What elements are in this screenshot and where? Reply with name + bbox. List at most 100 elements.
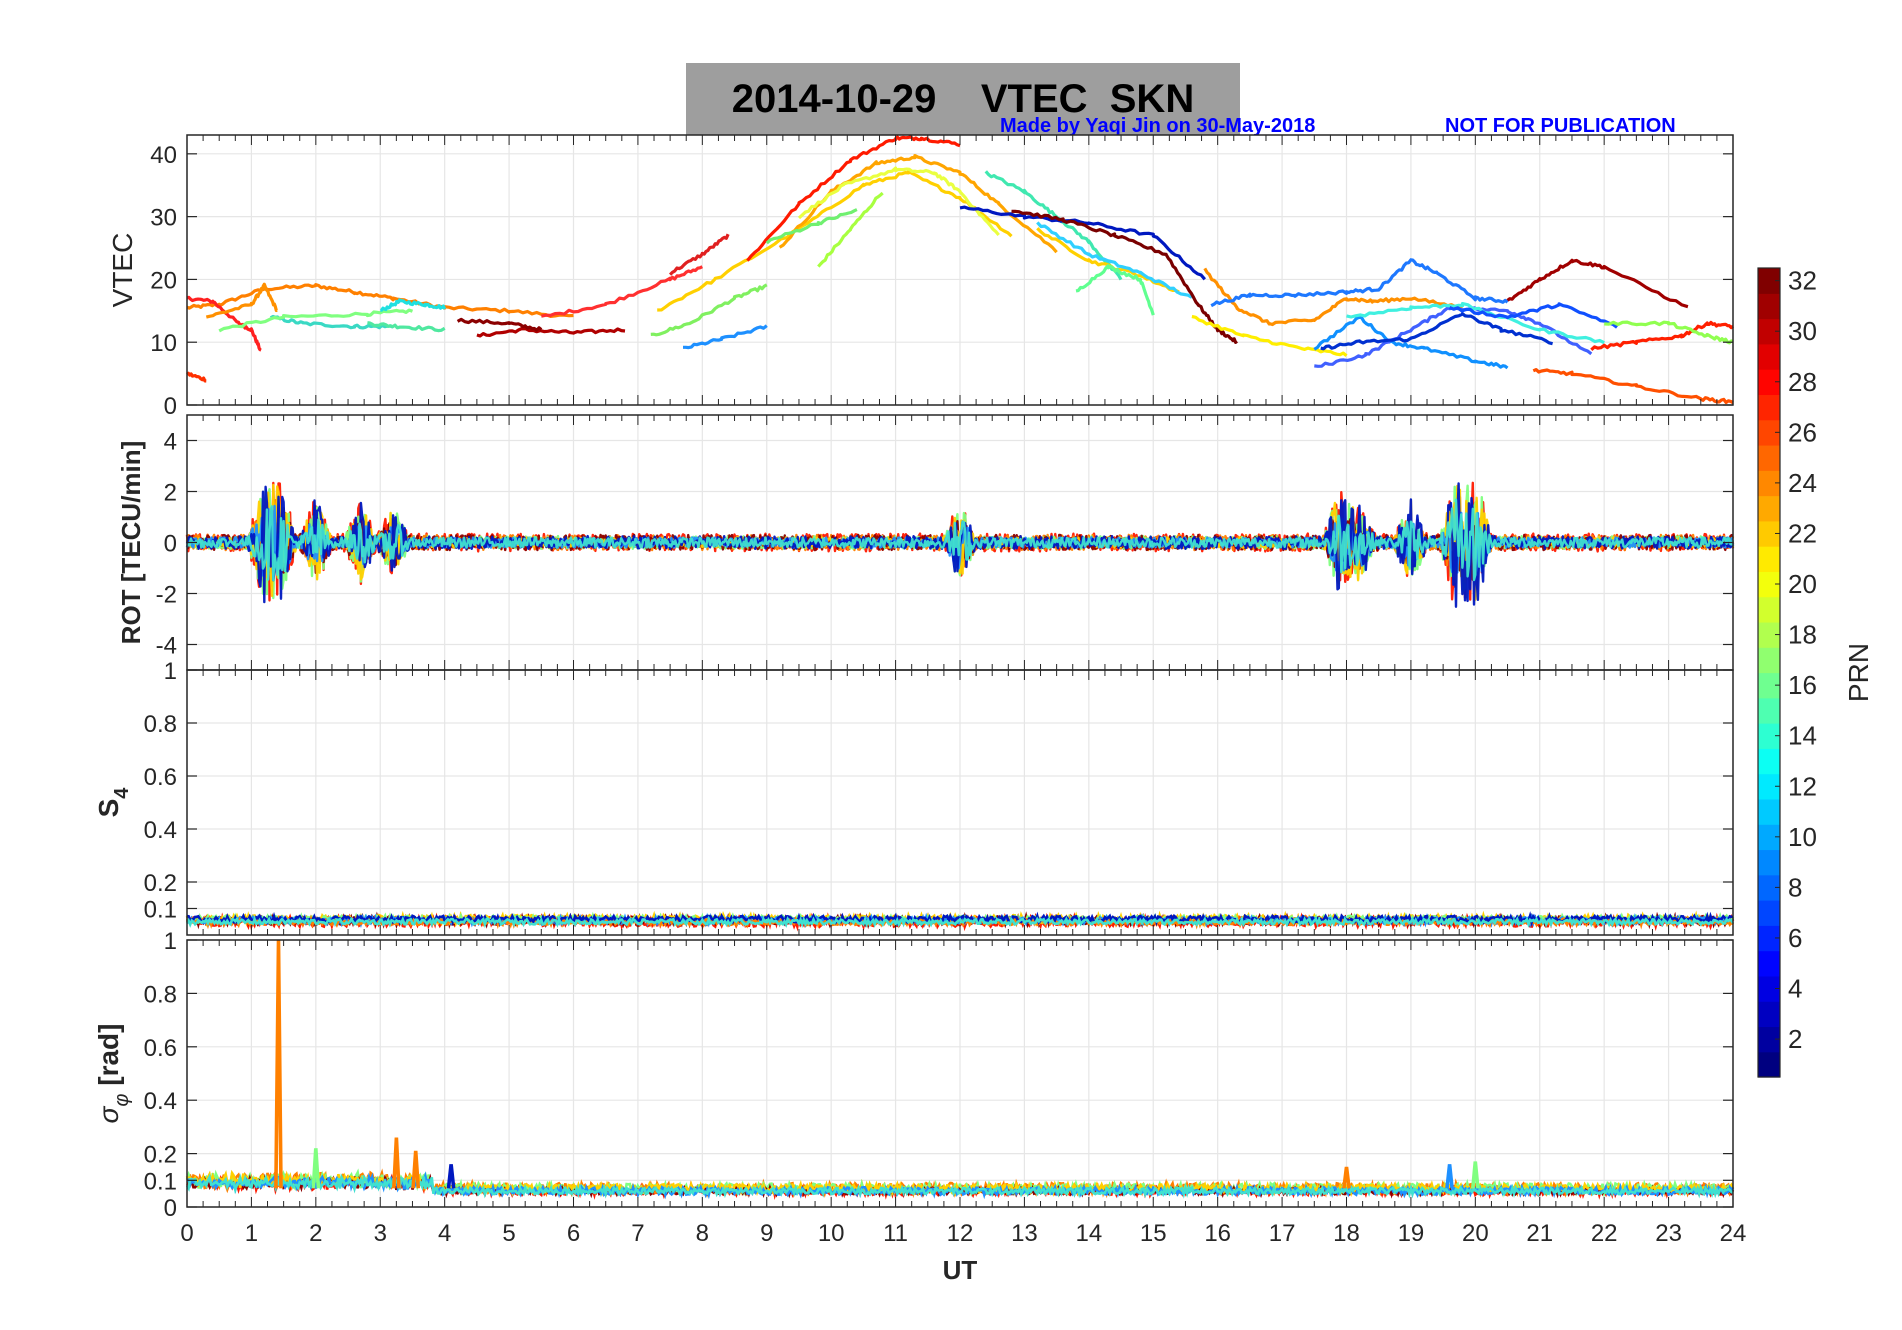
sigma-ytick-label: 0.1 [144,1168,177,1195]
colorbar-tick-label: 10 [1788,822,1817,852]
s4-ytick-label: 0.2 [144,870,177,897]
colorbar-cell [1758,318,1780,345]
vtec-ytick-label: 20 [150,267,177,294]
colorbar-cell [1758,798,1780,825]
chart-title: 2014-10-29 VTEC SKN [731,77,1195,121]
colorbar-tick-label: 26 [1788,417,1817,447]
colorbar-tick-label: 12 [1788,771,1817,801]
sigma-series-line [185,1173,1734,1199]
x-tick-label: 10 [818,1220,845,1247]
vtec-series-line [1590,320,1735,351]
sigma-ylabel: σφ [rad] [93,1024,133,1124]
sigma-spike [311,1148,321,1189]
x-tick-label: 2 [309,1220,322,1247]
s4-ytick-label: 0.4 [144,817,177,844]
colorbar-cell [1758,900,1780,926]
colorbar-cell [1758,293,1780,320]
colorbar-tick-label: 2 [1788,1024,1802,1054]
vtec-series-line [797,166,1000,237]
vtec-ytick-label: 0 [164,393,177,420]
sigma-spike [1445,1164,1454,1189]
vtec-series-line [186,283,574,318]
sigma-ytick-label: 1 [164,928,177,955]
vtec-series-line [186,295,262,352]
colorbar-tick-label: 6 [1788,923,1802,953]
vtec-series-line [218,308,414,333]
x-tick-label: 24 [1720,1220,1747,1247]
s4-ylabel: S4 [93,787,133,818]
vtec-series-line [1604,320,1734,345]
colorbar-cell [1758,546,1780,572]
colorbar-cell [1758,723,1780,749]
colorbar-tick-label: 18 [1788,620,1817,650]
colorbar-cell [1758,874,1780,901]
sigma-ytick-label: 0.8 [144,981,177,1008]
colorbar-tick-label: 14 [1788,721,1817,751]
rot-ytick-label: -4 [156,633,177,660]
colorbar-label: PRN [1843,643,1874,702]
not-for-publication-text: NOT FOR PUBLICATION [1445,115,1676,137]
vtec-series-line [1506,258,1689,309]
colorbar-tick-label: 8 [1788,872,1802,902]
colorbar-cell [1758,571,1780,598]
vtec-ytick-label: 30 [150,205,177,232]
sigma-spike [1342,1166,1351,1189]
x-tick-label: 6 [567,1220,580,1247]
vtec-series-line [1313,315,1509,370]
vtec-series-line [380,298,447,312]
rot-ytick-label: 4 [164,429,177,456]
colorbar-cell [1758,444,1780,471]
vtec-series-line [1346,302,1605,345]
x-tick-label: 14 [1075,1220,1102,1247]
vtec-series-line [1448,302,1618,329]
colorbar-cell [1758,1051,1780,1078]
colorbar-cell [1758,470,1780,497]
title-box [686,63,1240,135]
colorbar-cell [1758,596,1780,623]
vtec-series-line [746,135,961,262]
colorbar-cell [1758,975,1780,1002]
s4-series-line [185,915,1735,929]
sigma-spike [411,1150,421,1189]
vtec-series-line [657,169,1013,312]
vtec-series-line [205,282,278,319]
vtec-series-line [765,208,858,245]
rot-ylabel: ROT [TECU/min] [116,441,146,645]
s4-ytick-label: 0.1 [144,897,177,924]
vtec-series-line [186,371,207,383]
x-tick-label: 7 [631,1220,644,1247]
rot-ytick-label: -2 [156,582,177,609]
vtec-series-line [1011,209,1238,344]
colorbar-cell [1758,1026,1780,1053]
sigma-spike [446,1164,456,1189]
colorbar-tick-label: 24 [1788,468,1817,498]
x-tick-label: 3 [374,1220,387,1247]
x-tick-label: 23 [1655,1220,1682,1247]
vtec-series-line [1532,368,1734,405]
colorbar-cell [1758,369,1780,396]
s4-ytick-label: 0.8 [144,711,177,738]
vtec-series-line [1203,267,1463,327]
colorbar-cell [1758,621,1780,648]
vtec-ytick-label: 10 [150,330,177,357]
colorbar-cell [1758,419,1780,446]
vtec-series-line [476,326,626,338]
x-tick-label: 19 [1398,1220,1425,1247]
vtec-series-line [367,321,446,333]
colorbar-cell [1758,925,1780,952]
s4-frame [186,669,1734,936]
colorbar-cell [1758,748,1780,775]
vtec-series-line [1320,312,1553,351]
colorbar-tick-label: 32 [1788,266,1817,296]
x-axis-label: UT [943,1255,978,1285]
x-tick-label: 21 [1526,1220,1553,1247]
x-tick-label: 12 [947,1220,974,1247]
vtec-series-line [1191,314,1348,357]
sigma-spike [1471,1161,1480,1189]
colorbar-tick-label: 4 [1788,974,1802,1004]
sigma-spike [392,1137,401,1189]
colorbar-tick-label: 20 [1788,569,1817,599]
colorbar-cell [1758,824,1780,851]
colorbar-cell [1758,1001,1780,1028]
colorbar-cell [1758,520,1780,547]
